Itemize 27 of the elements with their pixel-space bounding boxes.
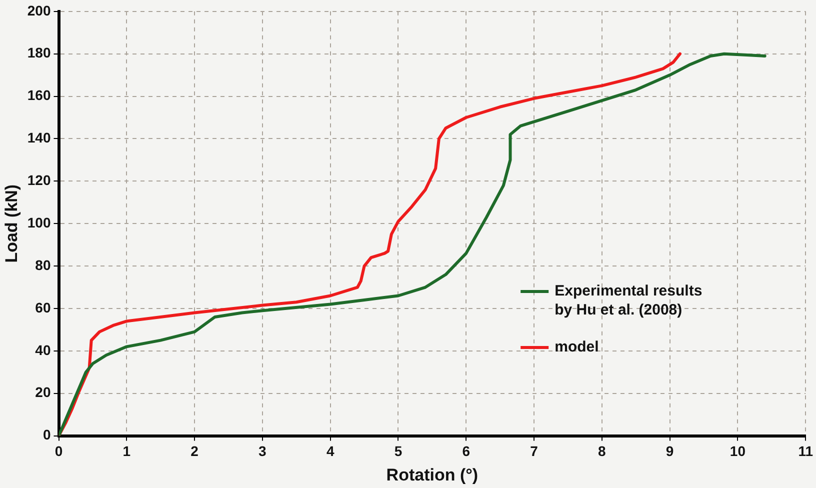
x-tick-label: 8 <box>598 443 606 460</box>
y-tick-label: 140 <box>27 130 51 146</box>
y-tick-label: 180 <box>27 44 51 61</box>
legend-label: model <box>554 338 599 356</box>
x-tick-label: 6 <box>462 443 470 460</box>
y-tick-label: 20 <box>35 384 51 400</box>
y-tick-label: 40 <box>35 342 51 358</box>
x-tick-label: 5 <box>394 443 402 460</box>
x-axis-title: Rotation (°) <box>386 465 478 484</box>
x-tick-label: 7 <box>530 443 538 460</box>
x-tick-label: 11 <box>798 443 814 460</box>
x-tick-label: 2 <box>190 443 199 460</box>
y-axis-title: Load (kN) <box>2 184 21 263</box>
y-tick-label: 0 <box>42 426 51 443</box>
x-tick-label: 9 <box>666 443 674 460</box>
legend-label: Experimental results by Hu et al. (2008) <box>554 282 702 319</box>
y-tick-label: 200 <box>27 2 51 18</box>
y-tick-label: 120 <box>27 172 51 188</box>
y-tick-label: 160 <box>27 87 51 104</box>
x-tick-label: 0 <box>54 443 63 460</box>
y-tick-label: 80 <box>35 256 51 273</box>
x-tick-label: 3 <box>258 443 267 460</box>
x-tick-label: 10 <box>730 443 746 460</box>
y-tick-label: 100 <box>27 214 51 230</box>
x-tick-label: 1 <box>122 443 131 460</box>
y-tick-label: 60 <box>35 299 51 316</box>
x-tick-label: 4 <box>326 443 334 460</box>
